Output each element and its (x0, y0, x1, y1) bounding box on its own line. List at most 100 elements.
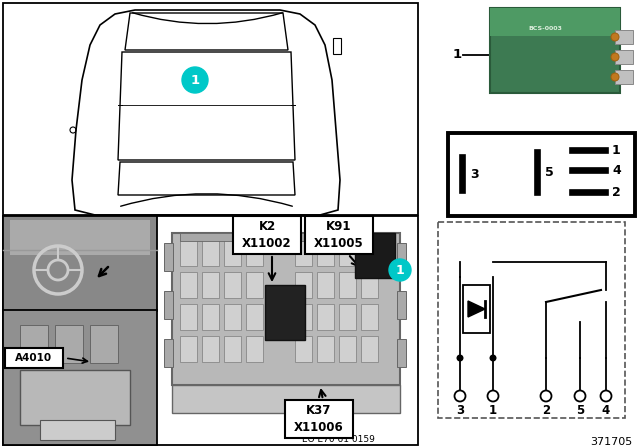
Text: 2: 2 (612, 185, 621, 198)
Bar (305, 216, 373, 254)
Bar (295, 240, 312, 266)
Bar (570, 168, 608, 173)
Text: 1: 1 (612, 143, 621, 156)
Bar (295, 304, 312, 330)
Bar (180, 336, 197, 362)
Text: 1: 1 (396, 263, 404, 276)
Bar (615, 70, 633, 84)
Bar (224, 336, 241, 362)
Bar (246, 240, 263, 266)
Bar (90, 325, 118, 363)
Bar (180, 233, 390, 241)
Bar (265, 285, 305, 340)
Text: 4: 4 (612, 164, 621, 177)
Bar (3, 3, 418, 215)
Bar (615, 30, 633, 44)
Bar (164, 291, 173, 319)
Bar (317, 272, 334, 298)
Bar (317, 240, 334, 266)
Bar (224, 304, 241, 330)
Bar (317, 304, 334, 330)
Circle shape (182, 67, 208, 93)
Bar (317, 336, 334, 362)
Bar (202, 304, 219, 330)
Text: K2
X11002: K2 X11002 (242, 220, 292, 250)
Text: 4: 4 (602, 404, 610, 417)
Bar (180, 272, 197, 298)
Bar (285, 400, 353, 438)
Bar (164, 243, 173, 271)
Bar (570, 190, 608, 195)
Bar (172, 233, 400, 385)
Text: 5: 5 (545, 165, 554, 178)
Bar (333, 38, 341, 54)
Bar (3, 310, 157, 445)
Bar (339, 304, 356, 330)
Bar (355, 233, 395, 278)
Circle shape (389, 259, 411, 281)
Bar (246, 304, 263, 330)
Bar (397, 291, 406, 319)
Bar (397, 243, 406, 271)
Text: 3: 3 (470, 168, 479, 181)
Bar (5, 348, 63, 368)
Bar (202, 272, 219, 298)
Bar (55, 325, 83, 363)
Bar (448, 133, 635, 216)
Bar (339, 272, 356, 298)
Bar (490, 8, 620, 36)
Bar (3, 216, 157, 311)
Bar (20, 370, 130, 425)
Text: 2: 2 (542, 404, 550, 417)
Bar (361, 240, 378, 266)
Bar (490, 8, 620, 93)
Text: EO E70 61 0159: EO E70 61 0159 (302, 435, 375, 444)
Text: 1: 1 (489, 404, 497, 417)
Bar (463, 285, 490, 333)
Circle shape (611, 73, 619, 81)
Bar (535, 150, 540, 195)
Bar (438, 222, 625, 418)
Bar (460, 155, 465, 193)
Bar (20, 325, 48, 363)
Bar (361, 272, 378, 298)
Bar (361, 336, 378, 362)
Text: K37
X11006: K37 X11006 (294, 404, 344, 434)
Text: 371705: 371705 (589, 437, 632, 447)
Bar (339, 336, 356, 362)
Text: BCS-0003: BCS-0003 (528, 26, 562, 30)
Text: A4010: A4010 (15, 353, 52, 363)
Bar (10, 220, 150, 255)
Text: 1: 1 (191, 73, 200, 86)
Bar (172, 385, 400, 413)
Text: 3: 3 (456, 404, 464, 417)
Circle shape (611, 53, 619, 61)
Bar (233, 216, 301, 254)
Bar (40, 420, 115, 440)
Circle shape (490, 354, 497, 362)
Bar (397, 339, 406, 367)
Bar (157, 216, 418, 445)
Circle shape (456, 354, 463, 362)
Text: 1: 1 (453, 48, 462, 61)
Bar (180, 240, 197, 266)
Polygon shape (468, 301, 485, 317)
Bar (164, 339, 173, 367)
Bar (224, 272, 241, 298)
Bar (295, 336, 312, 362)
Text: K91
X11005: K91 X11005 (314, 220, 364, 250)
Bar (180, 304, 197, 330)
Bar (615, 50, 633, 64)
Bar (202, 240, 219, 266)
Bar (224, 240, 241, 266)
Bar (361, 304, 378, 330)
Bar (202, 336, 219, 362)
Bar (3, 216, 418, 445)
Bar (246, 336, 263, 362)
Bar (339, 240, 356, 266)
Text: 5: 5 (576, 404, 584, 417)
Bar (246, 272, 263, 298)
Bar (295, 272, 312, 298)
Bar (570, 148, 608, 153)
Circle shape (611, 33, 619, 41)
